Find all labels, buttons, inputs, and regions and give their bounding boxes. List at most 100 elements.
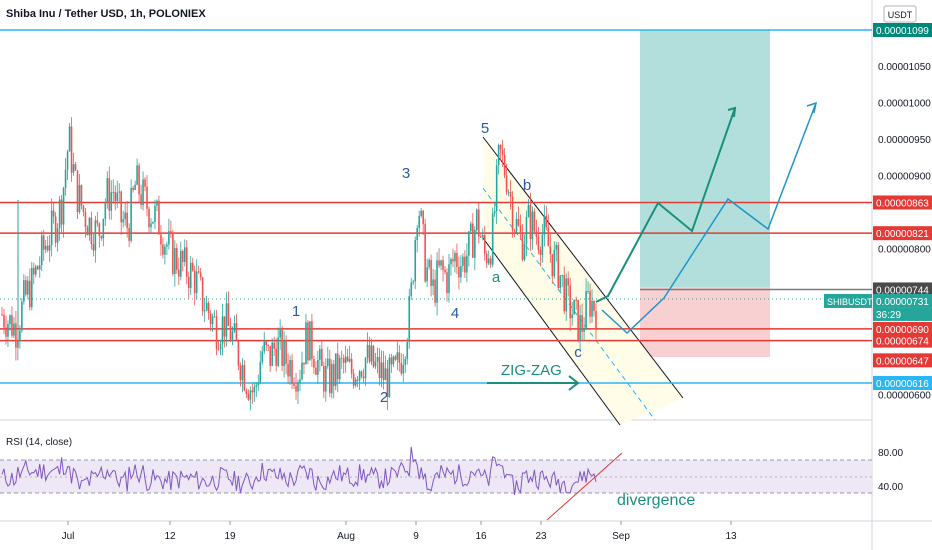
- candle-body-154: [307, 322, 309, 361]
- candle-body-241: [479, 236, 482, 238]
- rsi-divergence-line: [546, 452, 623, 521]
- candle-body-89: [178, 269, 180, 277]
- candle-body-153: [305, 322, 307, 365]
- candle-body-277: [551, 254, 554, 277]
- candle-body-36: [72, 164, 75, 173]
- candle-body-207: [412, 281, 415, 283]
- candle-body-254: [505, 175, 508, 193]
- candle-body-143: [285, 340, 287, 364]
- candle-body-51: [102, 218, 105, 239]
- candle-body-268: [533, 211, 536, 232]
- level-badge-text-2: 0.00000821: [876, 229, 929, 240]
- candle-body-267: [531, 211, 534, 240]
- candle-body-116: [231, 331, 234, 342]
- candle-body-178: [354, 379, 357, 386]
- currency-badge[interactable]: [883, 5, 917, 23]
- candle-body-223: [444, 269, 446, 273]
- candle-body-175: [348, 358, 351, 362]
- candle-body-291: [579, 315, 581, 341]
- candle-body-206: [410, 282, 413, 296]
- candle-body-288: [573, 299, 575, 315]
- candle-body-298: [593, 300, 595, 311]
- candle-body-27: [54, 216, 57, 243]
- candle-body-179: [356, 379, 359, 381]
- candle-body-238: [474, 229, 476, 258]
- candle-body-99: [197, 271, 200, 273]
- candle-body-174: [346, 356, 349, 362]
- candle-body-204: [406, 341, 409, 359]
- candle-body-97: [193, 270, 196, 294]
- candle-body-138: [275, 348, 277, 366]
- candle-body-81: [162, 244, 164, 255]
- candle-body-13: [27, 280, 29, 295]
- candle-body-90: [179, 251, 182, 277]
- candle-body-57: [114, 192, 117, 202]
- channel-mid-line: [482, 187, 656, 421]
- candle-body-191: [380, 362, 383, 378]
- candle-body-88: [176, 248, 178, 270]
- candle-body-255: [507, 191, 510, 193]
- candle-body-144: [287, 363, 289, 377]
- candle-body-126: [251, 390, 254, 393]
- wave-label-b: b: [523, 177, 531, 194]
- time-tick-4: 9: [413, 531, 419, 542]
- candle-body-87: [174, 248, 176, 275]
- candle-body-39: [78, 185, 81, 213]
- candle-body-236: [470, 223, 472, 232]
- candle-body-56: [112, 192, 115, 193]
- candles: [1, 117, 597, 411]
- candle-body-115: [229, 325, 232, 342]
- candle-body-233: [464, 256, 466, 273]
- wave-label-a: a: [492, 269, 501, 286]
- bull-path-blue: [601, 102, 817, 335]
- candle-body-182: [362, 376, 365, 379]
- candle-body-3: [7, 324, 9, 337]
- candle-body-127: [253, 386, 256, 393]
- level-badge-text-0: 0.00001099: [876, 26, 929, 37]
- candle-body-146: [291, 360, 293, 384]
- candle-body-60: [120, 191, 122, 223]
- rsi-line: [1, 446, 597, 496]
- candle-body-299: [595, 310, 597, 329]
- candle-body-18: [36, 266, 39, 270]
- horizontal-levels: [0, 29, 872, 384]
- candle-body-158: [315, 367, 317, 375]
- candle-body-163: [325, 365, 327, 392]
- level-badge-4: [873, 293, 932, 308]
- candle-body-202: [402, 364, 405, 374]
- candle-body-221: [440, 260, 442, 266]
- candle-body-55: [110, 192, 113, 211]
- candle-body-235: [468, 231, 470, 256]
- candle-body-279: [555, 244, 558, 250]
- candle-body-262: [521, 231, 524, 260]
- candle-body-249: [495, 165, 498, 212]
- candle-body-6: [13, 323, 15, 336]
- candle-body-75: [150, 223, 152, 228]
- candle-body-40: [80, 185, 83, 206]
- level-badge-7: [873, 353, 932, 368]
- wave-label-1: 1: [292, 303, 300, 320]
- candle-body-31: [62, 187, 65, 225]
- candle-body-128: [255, 385, 258, 387]
- candle-body-17: [34, 266, 37, 275]
- candle-body-237: [472, 223, 474, 258]
- candle-body-112: [223, 316, 226, 337]
- level-badge-8: [873, 376, 932, 390]
- level-badge-text-1: 0.00000863: [876, 198, 929, 209]
- candle-body-156: [311, 321, 313, 360]
- candle-body-168: [334, 353, 337, 387]
- candle-body-185: [368, 344, 371, 362]
- level-badge-text-5: 0.00000690: [876, 325, 929, 336]
- candle-body-86: [172, 232, 174, 275]
- candle-body-253: [503, 154, 506, 176]
- candle-body-43: [86, 227, 89, 236]
- level-badge-text-6: 0.00000674: [876, 337, 929, 348]
- candle-body-14: [29, 280, 31, 308]
- candle-body-282: [561, 275, 564, 276]
- candle-body-251: [499, 144, 502, 150]
- candle-body-147: [293, 383, 295, 386]
- candle-body-169: [336, 353, 339, 380]
- candle-body-38: [76, 170, 79, 213]
- level-badge-6: [873, 333, 932, 348]
